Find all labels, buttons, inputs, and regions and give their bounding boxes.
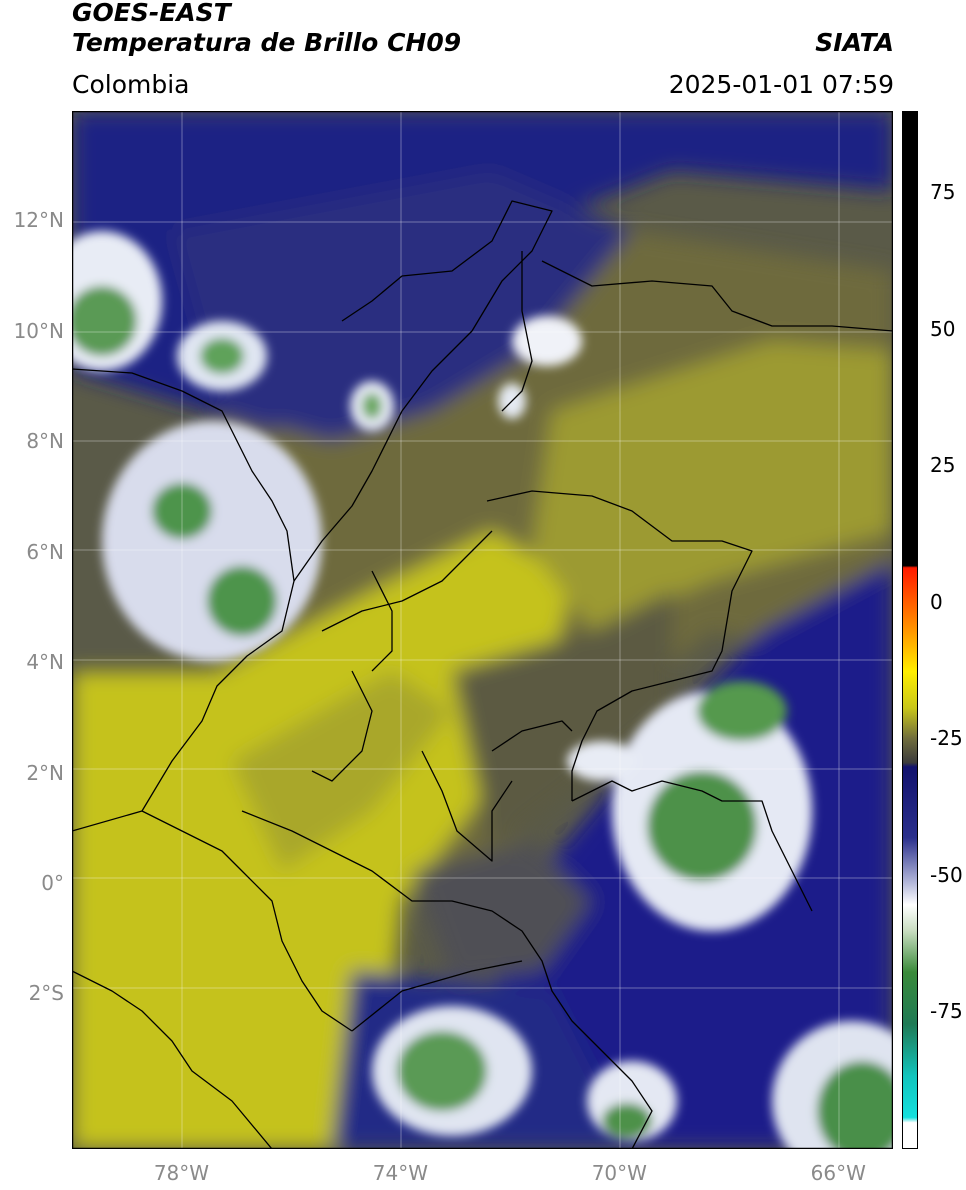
timestamp-label: 2025-01-01 07:59 xyxy=(668,70,894,99)
region-label: Colombia xyxy=(72,70,190,99)
lat-tick-label: 0° xyxy=(41,870,64,895)
satellite-map xyxy=(72,111,893,1149)
colorbar-tick-label: -75 xyxy=(930,999,963,1024)
lat-tick-label: 2°S xyxy=(28,981,64,1006)
lon-tick-label: 70°W xyxy=(591,1161,647,1185)
colorbar xyxy=(902,111,918,1149)
lat-tick-label: 2°N xyxy=(26,760,64,785)
lon-tick-label: 78°W xyxy=(153,1161,210,1185)
borders xyxy=(72,200,893,1149)
colorbar-tick-label: 25 xyxy=(930,453,956,478)
lon-tick-label: 66°W xyxy=(810,1161,866,1185)
product-title: Temperatura de Brillo CH09 xyxy=(72,28,462,57)
colorbar-tick-label: -25 xyxy=(930,726,963,751)
brand-label: SIATA xyxy=(815,28,894,57)
colorbar-tick-label: 0 xyxy=(930,589,943,614)
lat-tick-label: 10°N xyxy=(13,318,64,343)
colorbar-tick-label: 75 xyxy=(930,179,956,204)
colorbar-tick-label: -50 xyxy=(930,862,963,887)
cloud-tops xyxy=(72,231,893,1149)
satellite-title: GOES-EAST xyxy=(72,0,231,27)
lat-tick-label: 4°N xyxy=(26,650,64,675)
colorbar-tick-label: 50 xyxy=(930,316,956,341)
lat-tick-label: 6°N xyxy=(26,539,64,564)
lon-tick-label: 74°W xyxy=(372,1161,428,1185)
lat-tick-label: 8°N xyxy=(26,429,64,454)
lat-tick-label: 12°N xyxy=(13,208,64,233)
